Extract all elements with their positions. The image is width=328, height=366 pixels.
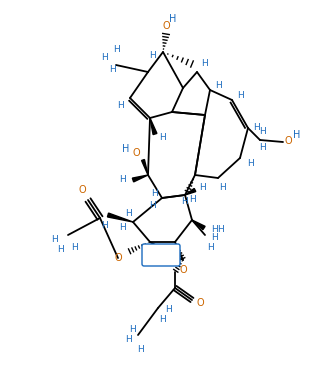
Text: H: H: [151, 188, 157, 198]
Text: Abs: Abs: [153, 251, 169, 261]
Text: H: H: [202, 60, 208, 68]
Text: H: H: [247, 158, 253, 168]
Text: H: H: [211, 225, 217, 235]
Text: H: H: [190, 195, 196, 205]
Text: H: H: [102, 52, 108, 61]
Text: H: H: [51, 235, 57, 244]
Text: H: H: [182, 197, 188, 205]
Text: O: O: [179, 265, 187, 275]
Text: H: H: [117, 101, 123, 111]
Text: H: H: [57, 244, 63, 254]
Text: H: H: [215, 82, 221, 90]
Polygon shape: [192, 220, 205, 229]
Text: O: O: [284, 136, 292, 146]
Text: H: H: [200, 183, 206, 191]
Text: O: O: [78, 185, 86, 195]
Text: H: H: [220, 183, 226, 193]
Text: H: H: [113, 45, 120, 55]
Text: H: H: [212, 232, 218, 242]
Text: H: H: [120, 175, 126, 183]
Text: H: H: [159, 134, 165, 142]
Text: O: O: [162, 21, 170, 31]
Text: H: H: [216, 225, 223, 235]
Text: O: O: [114, 253, 122, 263]
Polygon shape: [108, 213, 133, 222]
Text: H: H: [293, 130, 301, 140]
Text: O: O: [196, 298, 204, 308]
Text: H: H: [120, 223, 126, 232]
Text: O: O: [132, 148, 140, 158]
Polygon shape: [133, 175, 148, 182]
Text: H: H: [208, 243, 215, 251]
Text: H: H: [149, 202, 155, 210]
Polygon shape: [150, 118, 157, 135]
Text: H: H: [236, 90, 243, 100]
Text: H: H: [150, 52, 156, 60]
Text: H: H: [169, 14, 177, 24]
Text: H: H: [137, 344, 143, 354]
Text: H: H: [258, 127, 265, 137]
Polygon shape: [185, 188, 196, 195]
Text: H: H: [130, 325, 136, 335]
Text: H: H: [71, 243, 77, 251]
Text: H: H: [160, 315, 166, 325]
FancyBboxPatch shape: [142, 244, 180, 266]
Text: H: H: [125, 336, 132, 344]
Text: H: H: [109, 66, 115, 75]
Text: H: H: [102, 221, 108, 231]
Text: H: H: [165, 306, 171, 314]
Text: H: H: [125, 209, 132, 219]
Text: H: H: [122, 144, 130, 154]
Polygon shape: [142, 160, 148, 175]
Text: H: H: [258, 143, 265, 153]
Text: H: H: [253, 123, 259, 132]
